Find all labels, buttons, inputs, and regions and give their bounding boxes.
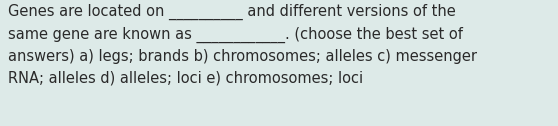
- Text: Genes are located on __________ and different versions of the
same gene are know: Genes are located on __________ and diff…: [8, 4, 478, 86]
